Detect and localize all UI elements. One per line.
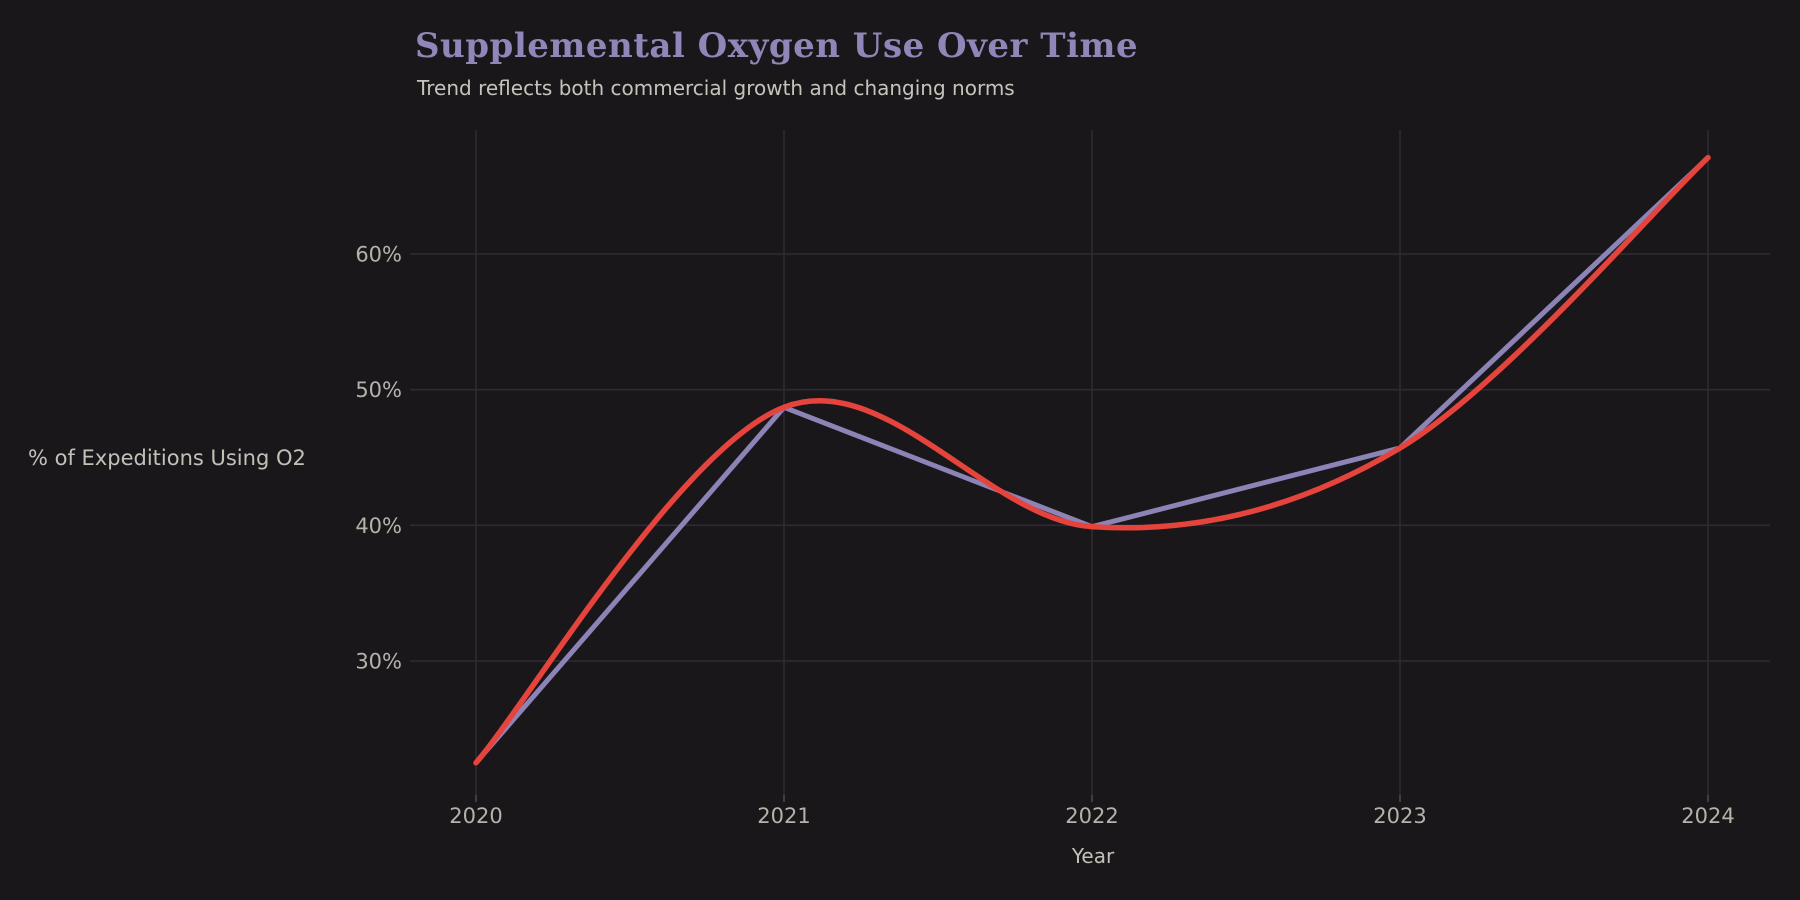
tick-layer: 30% 40% 50% 60% 2020 2021 2022 2023 2024: [355, 243, 1734, 829]
chart-title: Supplemental Oxygen Use Over Time: [415, 26, 1139, 66]
grid-layer: [410, 130, 1770, 802]
y-tick-label: 60%: [355, 243, 402, 267]
series-layer: [473, 154, 1711, 766]
x-tick-label: 2020: [449, 804, 502, 828]
y-tick-label: 50%: [355, 378, 402, 402]
x-tick-label: 2022: [1065, 804, 1118, 828]
y-tick-label: 30%: [355, 650, 402, 674]
y-tick-label: 40%: [355, 514, 402, 538]
x-tick-label: 2024: [1681, 804, 1734, 828]
y-axis-label: % of Expeditions Using O2: [28, 446, 306, 470]
series-line-smoothed: [473, 154, 1711, 766]
chart-subtitle: Trend reflects both commercial growth an…: [417, 76, 1015, 100]
x-tick-label: 2023: [1373, 804, 1426, 828]
x-axis-label: Year: [1071, 844, 1115, 868]
x-tick-label: 2021: [757, 804, 810, 828]
